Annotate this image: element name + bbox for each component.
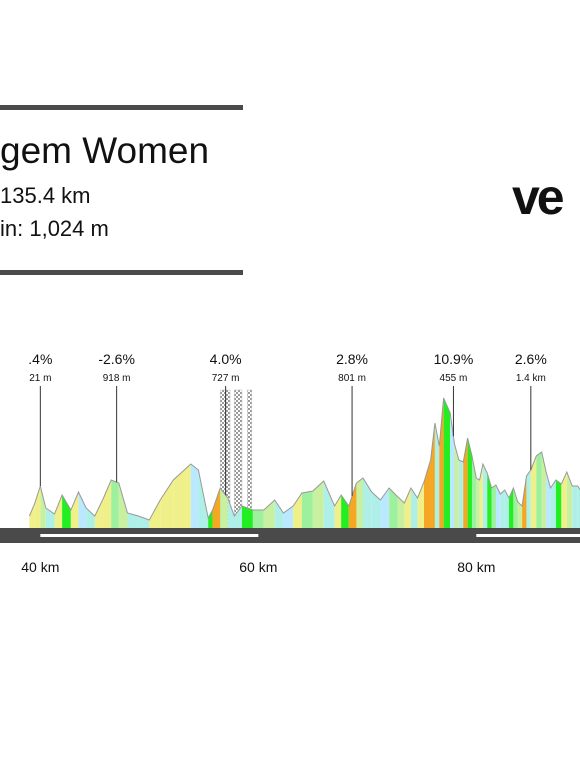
profile-segment	[301, 491, 313, 528]
climb-grade-label: 10.9%	[434, 351, 474, 367]
climb-length-label: 727 m	[212, 373, 240, 384]
road-bar	[0, 528, 580, 543]
profile-segment	[127, 513, 139, 528]
profile-segment	[78, 492, 87, 528]
profile-segment	[439, 398, 444, 528]
profile-segment	[546, 472, 551, 528]
profile-segment	[434, 423, 440, 528]
profile-segment	[362, 478, 372, 528]
elevation-gain: in: 1,024 m	[0, 216, 109, 241]
climb-length-label: 21 m	[29, 373, 51, 384]
profile-segment	[467, 438, 472, 528]
road-bar-stripe	[476, 534, 580, 537]
profile-segment	[454, 444, 459, 528]
profile-segment	[522, 476, 527, 528]
profile-segment	[348, 483, 357, 528]
profile-segment	[173, 464, 191, 528]
profile-segment	[86, 508, 95, 528]
profile-segment	[530, 456, 537, 528]
profile-segment	[550, 480, 556, 528]
profile-segment	[54, 495, 63, 528]
profile-segment	[103, 480, 112, 528]
road-bar-stripe	[40, 534, 259, 537]
profile-segment	[208, 510, 213, 528]
x-tick-label: 60 km	[239, 559, 277, 575]
profile-segment	[410, 488, 418, 528]
profile-segment	[263, 500, 275, 528]
profile-segment	[190, 464, 199, 528]
profile-segment	[62, 495, 71, 528]
climb-grade-label: 4.0%	[210, 351, 242, 367]
profile-segment	[479, 464, 483, 528]
climb-length-label: 1.4 km	[516, 373, 546, 384]
profile-segment	[29, 503, 35, 528]
profile-segment	[417, 482, 425, 528]
elevation-profile-chart: .4% 21 m -2.6% 918 m 4.0% 727 m 2.8% 801 m 10.9%…	[0, 351, 580, 575]
profile-segment	[274, 500, 284, 528]
profile-segment	[500, 490, 505, 528]
profile-segment	[293, 493, 302, 528]
header-rule-bottom	[0, 270, 243, 275]
profile-segment	[356, 478, 363, 528]
profile-segment	[70, 492, 79, 528]
climb-length-label: 455 m	[440, 373, 468, 384]
climb-length-label: 918 m	[103, 373, 131, 384]
header-rule-top	[0, 105, 243, 110]
profile-segment	[397, 497, 405, 528]
cobbled-sector	[247, 389, 253, 529]
x-tick-label: 40 km	[21, 559, 59, 575]
climb-grade-label: 2.6%	[515, 351, 547, 367]
profile-segment	[234, 506, 242, 528]
profile-segment	[509, 488, 514, 528]
profile-segment	[487, 473, 492, 528]
profile-segment	[561, 472, 567, 528]
profile-segment	[380, 488, 390, 528]
climb-grade-label: .4%	[28, 351, 52, 367]
climb-grade-label: 2.8%	[336, 351, 368, 367]
climb-length-label: 801 m	[338, 373, 366, 384]
profile-segment	[111, 480, 119, 528]
profile-segment	[34, 486, 41, 528]
profile-segment	[94, 498, 104, 528]
profile-segment	[536, 452, 542, 528]
profile-segment	[555, 480, 562, 528]
profile-segment	[504, 490, 510, 528]
race-title: gem Women	[0, 130, 210, 171]
profile-segment	[40, 486, 46, 528]
profile-segment	[149, 500, 161, 528]
profile-segment	[450, 413, 455, 528]
profile-segment	[458, 460, 464, 528]
profile-segment	[495, 485, 501, 528]
profile-segment	[323, 481, 335, 528]
profile-segment	[443, 398, 451, 528]
profile-segment	[476, 478, 480, 528]
profile-segment	[160, 480, 174, 528]
profile-segment	[241, 506, 253, 528]
profile-segment	[118, 483, 128, 528]
profile-segment	[430, 423, 435, 528]
profile-segment	[513, 488, 518, 528]
profile-segment	[312, 481, 324, 528]
profile-segment	[577, 486, 580, 528]
profile-segment	[227, 498, 235, 528]
profile-segment	[212, 488, 221, 528]
profile-segment	[517, 502, 523, 528]
profile-segment	[252, 510, 264, 528]
profile-segment	[491, 485, 496, 528]
climb-grade-label: -2.6%	[98, 351, 135, 367]
profile-segment	[526, 470, 531, 528]
profile-segment	[482, 464, 488, 528]
profile-segment	[404, 488, 411, 528]
profile-segment	[572, 486, 578, 528]
profile-segment	[541, 452, 547, 528]
profile-segment	[198, 470, 209, 528]
race-distance: 135.4 km	[0, 183, 91, 208]
profile-segment	[389, 488, 398, 528]
profile-segment	[371, 492, 381, 528]
profile-segment	[566, 472, 573, 528]
profile-segment	[220, 488, 228, 528]
brand-logo: ve	[512, 169, 565, 225]
profile-segment	[463, 438, 468, 528]
x-tick-label: 80 km	[457, 559, 495, 575]
